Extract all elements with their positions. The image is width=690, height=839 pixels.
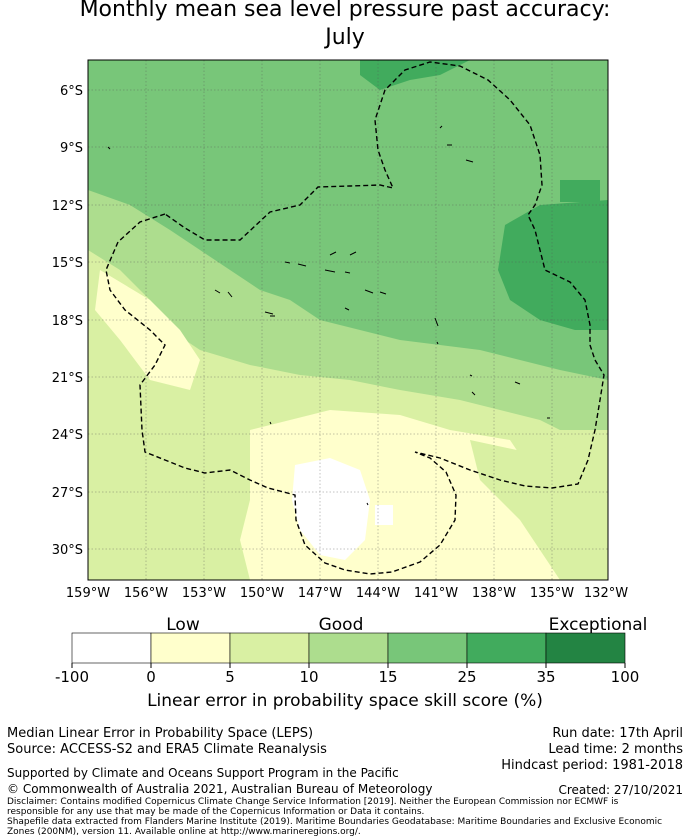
lon-label-156w: 156°W — [124, 586, 168, 601]
colorbar-swatch-7 — [545, 632, 626, 664]
lat-label-9s: 9°S — [60, 141, 83, 156]
lat-label-12s: 12°S — [52, 199, 83, 214]
lon-label-153w: 153°W — [182, 586, 226, 601]
lat-label-15s: 15°S — [52, 256, 83, 271]
colorbar-swatch-5 — [387, 632, 468, 664]
footer-run-date: Run date: 17th April — [552, 726, 683, 741]
chart-title: Monthly mean sea level pressure past acc… — [0, 0, 690, 52]
lat-label-24s: 24°S — [52, 428, 83, 443]
lat-label-18s: 18°S — [52, 314, 83, 329]
skill-band-c1 — [292, 458, 370, 560]
lat-label-21s: 21°S — [52, 371, 83, 386]
lon-label-138w: 138°W — [472, 586, 516, 601]
colorbar-tick-label: 0 — [146, 668, 156, 686]
skill-band-c2-west — [95, 270, 200, 390]
footer-lead-time: Lead time: 2 months — [548, 742, 683, 757]
colorbar-axis-label: Linear error in probability space skill … — [147, 691, 543, 711]
colorbar-ticks — [71, 663, 626, 668]
colorbar-tick-label: 5 — [225, 668, 235, 686]
footer-hindcast: Hindcast period: 1981-2018 — [501, 758, 683, 773]
lat-label-30s: 30°S — [52, 543, 83, 558]
colorbar-swatch-6 — [466, 632, 547, 664]
colorbar-category-low: Low — [166, 615, 200, 635]
lon-label-132w: 132°W — [584, 586, 628, 601]
disclaimer-line-3: Shapefile data extracted from Flanders M… — [7, 817, 663, 827]
disclaimer-line-2: responsible for any use that may be made… — [7, 807, 425, 817]
skill-band-c6-north — [360, 60, 470, 90]
lon-label-144w: 144°W — [356, 586, 400, 601]
footer-method: Median Linear Error in Probability Space… — [7, 726, 314, 741]
lon-label-147w: 147°W — [298, 586, 342, 601]
skill-band-c5 — [88, 60, 608, 380]
skill-band-c6-east — [498, 200, 608, 330]
map-frame — [87, 59, 609, 581]
skill-band-c1-patch — [375, 505, 393, 525]
eez-boundary-main — [105, 61, 605, 575]
lon-label-150w: 150°W — [240, 586, 284, 601]
footer-source: Source: ACCESS-S2 and ERA5 Climate Reana… — [7, 742, 327, 757]
colorbar-tick-label: 100 — [611, 668, 640, 686]
colorbar-categories: Low Good Exceptional — [166, 615, 647, 635]
lat-label-6s: 6°S — [60, 84, 83, 99]
title-line-2: July — [325, 25, 365, 50]
colorbar-swatch-2 — [150, 632, 231, 664]
eez-boundaries — [105, 61, 605, 575]
skill-band-c6-patch — [560, 180, 600, 202]
colorbar-category-exceptional: Exceptional — [549, 615, 648, 635]
island-outlines — [107, 125, 550, 506]
disclaimer-line-4: Zones (200NM), version 11. Available onl… — [7, 827, 361, 837]
colorbar-swatch-3 — [229, 632, 310, 664]
lon-label-135w: 135°W — [530, 586, 574, 601]
map-gridlines — [88, 60, 608, 580]
colorbar-swatch-4 — [308, 632, 389, 664]
lon-label-159w: 159°W — [66, 586, 110, 601]
colorbar-swatches — [71, 632, 626, 664]
colorbar-category-good: Good — [319, 615, 364, 635]
skill-map: 6°S 9°S 12°S 15°S 18°S 21°S 24°S 27°S 30… — [52, 59, 628, 601]
colorbar-tick-labels: -100 0 5 10 15 25 35 100 — [55, 668, 639, 686]
footer-created: Created: 27/10/2021 — [558, 783, 683, 797]
colorbar-tick-label: 25 — [457, 668, 476, 686]
lat-label-27s: 27°S — [52, 486, 83, 501]
colorbar-tick-label: 35 — [536, 668, 555, 686]
footer-support: Supported by Climate and Oceans Support … — [7, 766, 399, 780]
colorbar: Low Good Exceptional -100 0 5 10 15 25 3… — [55, 615, 647, 686]
colorbar-tick-label: 15 — [378, 668, 397, 686]
lon-labels: 159°W 156°W 153°W 150°W 147°W 144°W 141°… — [66, 586, 628, 601]
colorbar-tick-label: 10 — [299, 668, 318, 686]
colorbar-tick-label: -100 — [55, 668, 89, 686]
disclaimer-line-1: Disclaimer: Contains modified Copernicus… — [7, 797, 619, 807]
lon-label-141w: 141°W — [414, 586, 458, 601]
colorbar-swatch-1 — [71, 632, 152, 664]
lat-labels: 6°S 9°S 12°S 15°S 18°S 21°S 24°S 27°S 30… — [52, 84, 83, 558]
skill-band-c3-southeast — [470, 430, 608, 580]
title-line-1: Monthly mean sea level pressure past acc… — [79, 0, 611, 22]
footer-copyright: © Commonwealth of Australia 2021, Austra… — [7, 782, 433, 796]
footer-disclaimer: Disclaimer: Contains modified Copernicus… — [7, 797, 687, 837]
